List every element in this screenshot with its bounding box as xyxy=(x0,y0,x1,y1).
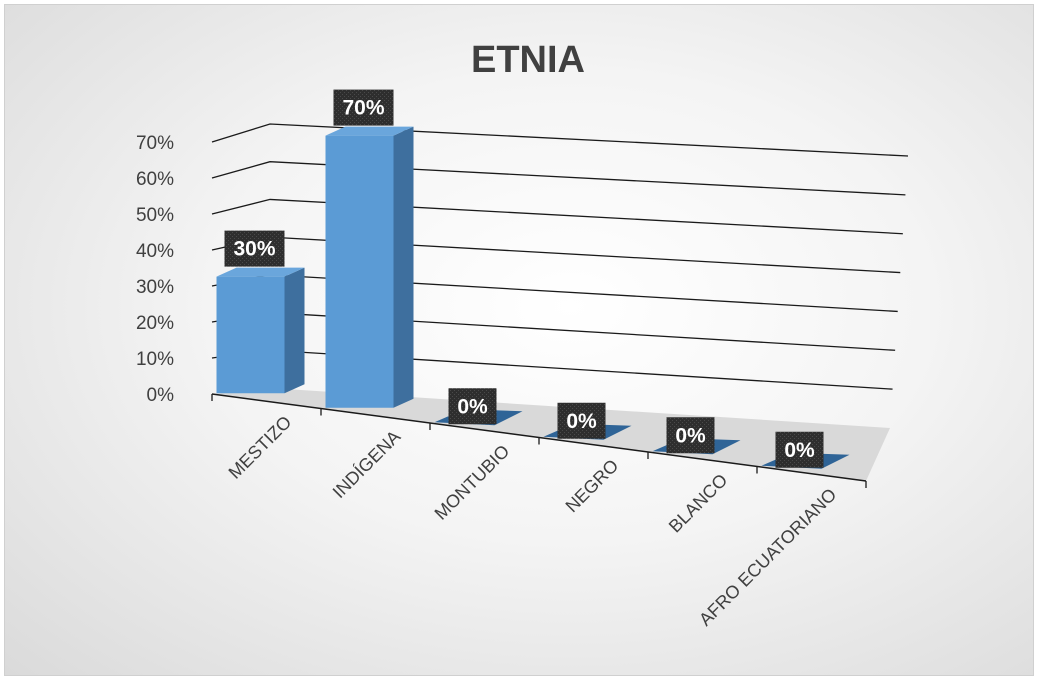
data-label: 0% xyxy=(448,388,497,425)
data-label-text: 70% xyxy=(342,97,384,120)
data-label-text: 0% xyxy=(457,395,488,418)
data-label-box xyxy=(224,230,285,267)
y-tick-label: 0% xyxy=(147,385,175,406)
data-label-box xyxy=(775,431,824,468)
data-label: 70% xyxy=(333,89,394,126)
gridline xyxy=(211,161,906,196)
bar-side xyxy=(393,126,414,408)
chart-title: ETNIA xyxy=(471,39,585,81)
y-tick-label: 50% xyxy=(136,205,174,226)
data-label-text: 0% xyxy=(675,424,706,447)
data-label-box xyxy=(448,388,497,425)
data-label: 0% xyxy=(557,402,606,439)
gridline xyxy=(211,311,896,351)
y-tick-label: 20% xyxy=(136,313,174,334)
data-label-text: 30% xyxy=(233,238,275,261)
data-label-box xyxy=(333,89,394,126)
data-label: 0% xyxy=(666,417,715,454)
gridline xyxy=(211,123,909,157)
gridline xyxy=(211,274,898,313)
x-category-label: BLANCO xyxy=(665,470,731,536)
data-label-box xyxy=(666,417,715,454)
bar xyxy=(325,126,414,408)
x-category-label: MESTIZO xyxy=(225,412,296,483)
bar-top xyxy=(325,126,414,136)
data-label-box xyxy=(557,402,606,439)
gridline xyxy=(211,349,893,390)
bar-side xyxy=(284,267,305,394)
y-tick-label: 40% xyxy=(136,241,174,262)
x-category-label: MONTUBIO xyxy=(431,441,514,524)
data-label: 30% xyxy=(224,230,285,267)
bar xyxy=(216,267,305,394)
y-tick-label: 10% xyxy=(136,349,174,370)
data-label-text: 0% xyxy=(566,410,597,433)
x-category-label: INDÍGENA xyxy=(329,426,405,502)
y-tick-label: 60% xyxy=(136,169,174,190)
gridline xyxy=(211,236,901,274)
y-tick-label: 70% xyxy=(136,133,174,154)
bar-front xyxy=(216,276,285,394)
x-category-label: NEGRO xyxy=(562,455,623,516)
data-label-text: 0% xyxy=(784,439,815,462)
bar-front xyxy=(325,135,394,408)
bar-top xyxy=(216,267,305,277)
data-label: 0% xyxy=(775,431,824,468)
gridline xyxy=(211,198,903,235)
x-category-label: AFRO ECUATORIANO xyxy=(695,484,840,629)
chart-frame xyxy=(4,4,1034,676)
y-tick-label: 30% xyxy=(136,277,174,298)
